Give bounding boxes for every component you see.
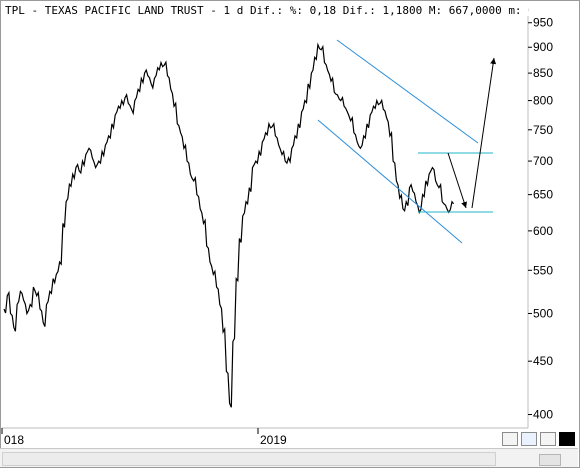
annotation-layer [317, 39, 497, 244]
y-tick-label: 650 [533, 188, 553, 202]
y-tick-label: 450 [533, 354, 553, 368]
scroll-thumb-icon[interactable] [539, 454, 561, 466]
color-square-icon[interactable] [559, 432, 575, 446]
y-tick-label: 700 [533, 154, 553, 168]
zoom-icon[interactable] [502, 432, 518, 446]
x-tick-label: 2019 [260, 433, 287, 447]
horizontal-scroll-track[interactable] [2, 452, 496, 466]
pin-icon[interactable] [540, 432, 556, 446]
projection-up-arrow [471, 57, 497, 209]
chart-header: TPL - TEXAS PACIFIC LAND TRUST - 1 d Dif… [5, 4, 529, 17]
y-tick-label: 550 [533, 263, 553, 277]
x-axis-ticks: 018 2019 [1, 428, 287, 447]
price-series-line [3, 42, 455, 408]
y-tick-label: 950 [533, 16, 553, 30]
y-axis-ticks: 400 450 500 550 600 650 700 750 800 850 900 950 [528, 16, 553, 422]
y-tick-label: 850 [533, 66, 553, 80]
y-tick-label: 800 [533, 94, 553, 108]
projection-down-arrow [447, 152, 467, 209]
y-tick-label: 400 [533, 408, 553, 422]
y-tick-label: 750 [533, 123, 553, 137]
status-bar [0, 448, 578, 467]
y-tick-label: 600 [533, 224, 553, 238]
channel-lower-line [317, 119, 463, 244]
channel-upper-line [336, 39, 479, 144]
y-tick-label: 500 [533, 306, 553, 320]
save-icon[interactable] [521, 432, 537, 446]
x-tick-label: 018 [4, 433, 24, 447]
y-tick-label: 900 [533, 40, 553, 54]
